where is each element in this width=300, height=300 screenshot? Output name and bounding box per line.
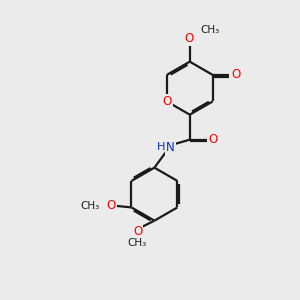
Text: CH₃: CH₃ <box>81 201 100 211</box>
Text: O: O <box>162 95 171 108</box>
Text: CH₃: CH₃ <box>127 238 146 248</box>
Text: O: O <box>106 200 116 212</box>
Text: O: O <box>209 133 218 146</box>
Text: O: O <box>184 32 194 45</box>
Text: CH₃: CH₃ <box>200 25 219 35</box>
Text: H: H <box>157 142 165 152</box>
Text: O: O <box>133 225 142 238</box>
Text: N: N <box>166 141 175 154</box>
Text: O: O <box>232 68 241 81</box>
